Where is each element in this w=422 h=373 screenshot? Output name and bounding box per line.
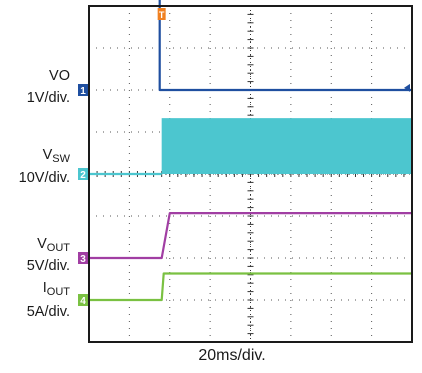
channel-4-trace: [89, 272, 412, 302]
channel-4-name: IOUT: [42, 280, 70, 298]
trigger-marker: T: [157, 8, 166, 20]
channel-3-marker: 3: [78, 252, 88, 265]
channel-4-name-text: I: [42, 280, 47, 296]
channel-2-marker: 2: [78, 168, 88, 181]
channel-2-marker-label: 2: [80, 170, 86, 181]
channel-3-name: VOUT: [37, 236, 70, 254]
channel-3-trace: [89, 212, 412, 260]
channel-1-marker: 1: [78, 84, 88, 97]
channel-1-scale: 1V/div.: [26, 90, 70, 106]
channel-2-name-text: V: [42, 147, 53, 163]
x-axis-label: 20ms/div.: [198, 347, 266, 364]
channel-1-marker-box: [78, 84, 88, 96]
channel-1-name: VO: [49, 69, 70, 86]
trace-layer: [89, 0, 412, 302]
channel-marker-layer: 1 2 3 4 T: [78, 8, 410, 307]
channel-1-level-arrow: [404, 83, 410, 92]
channel-2-marker-box: [78, 168, 88, 180]
channel-1-trace: [158, 0, 412, 92]
channel-2-switching-band: [161, 118, 412, 174]
channel-1-marker-label: 1: [80, 86, 86, 97]
channel-2-scale: 10V/div.: [18, 170, 70, 186]
channel-3-marker-box: [78, 252, 88, 264]
channel-3-name-text: V: [37, 236, 47, 252]
channel-3-scale: 5V/div.: [26, 258, 70, 274]
channel-2-name: VSW: [42, 147, 70, 165]
channel-3-marker-label: 3: [80, 254, 86, 265]
plot-frame: [88, 5, 413, 343]
channel-4-marker-label: 4: [80, 296, 86, 307]
trigger-marker-box: [157, 8, 166, 20]
channel-4-scale: 5A/div.: [26, 304, 70, 320]
channel-4-marker: 4: [78, 294, 88, 307]
channel-4-marker-box: [78, 294, 88, 306]
channel-1-name-text: VO: [49, 68, 70, 84]
trigger-marker-label: T: [159, 10, 165, 20]
